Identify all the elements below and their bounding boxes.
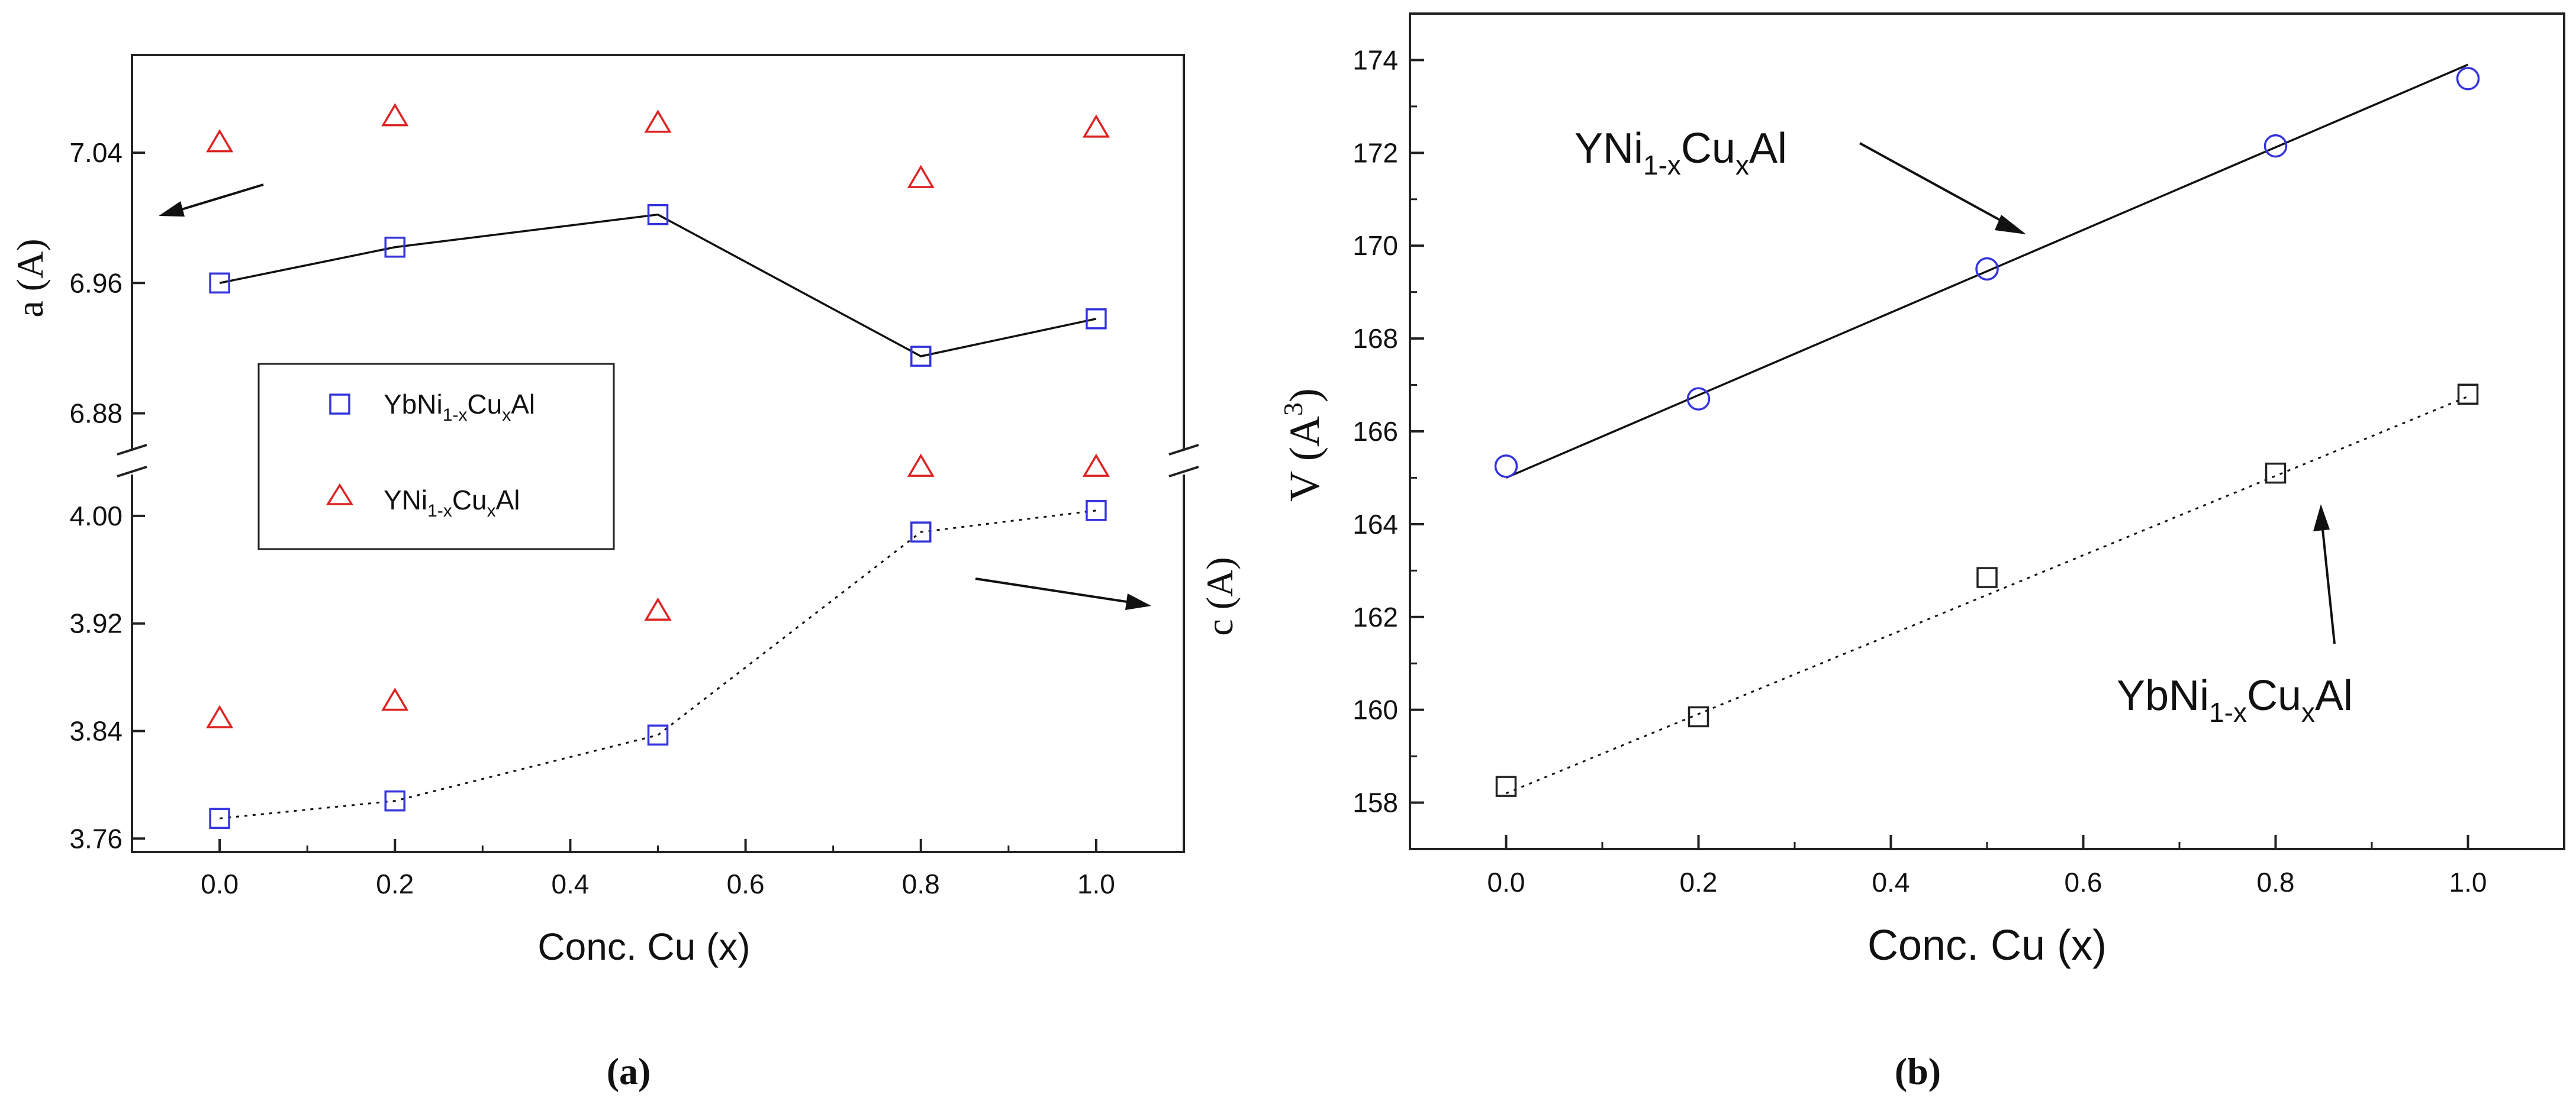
panel-b-y-tick-label: 158: [1353, 788, 1398, 818]
panel-b-y-tick-label: 164: [1353, 509, 1398, 540]
legend-entry-ynicual: YNi1-xCuxAl: [384, 485, 520, 521]
legend-entry-ybnicual: YbNi1-xCuxAl: [384, 389, 535, 425]
panel-a-lower-y-tick-label: 4.00: [69, 501, 123, 531]
panel-a-x-ticks: 0.0 0.2 0.4 0.6 0.8 1.0: [131, 839, 1185, 899]
panel-a-data-point: [1086, 308, 1107, 330]
panel-a: 0.0 0.2 0.4 0.6 0.8 1.0 6.88 6.96 7.04 3.76 3.84…: [9, 54, 1241, 1092]
panel-a-lower-y-ticks: 3.76 3.84 3.92 4.00: [69, 501, 145, 854]
panel-b-series-markers: [1494, 67, 2480, 797]
panel-b-y-tick-label: 162: [1353, 602, 1398, 633]
panel-a-data-point: [1082, 453, 1110, 477]
panel-a-data-point: [907, 164, 935, 188]
panel-a-data-point: [209, 272, 230, 294]
panel-a-x-tick-label: 0.6: [727, 869, 765, 899]
panel-b-x-ticks: 0.0 0.2 0.4 0.6 0.8 1.0: [1409, 835, 2565, 898]
panel-b-arrow-to-ybnicual: [2313, 504, 2336, 644]
panel-b-y-axis-title: V (A3): [1278, 388, 1328, 502]
legend-triangle-icon: [326, 483, 354, 505]
panel-a-legend: YbNi1-xCuxAl YNi1-xCuxAl: [257, 363, 615, 550]
panel-a-data-point: [907, 453, 935, 477]
panel-a-label: (a): [607, 1050, 651, 1092]
panel-a-lower-y-tick-label: 3.92: [69, 608, 123, 639]
panel-a-data-point: [647, 204, 669, 225]
panel-a-x-tick-label: 0.2: [376, 869, 414, 899]
panel-a-data-point: [206, 129, 234, 153]
panel-a-arrow-to-c-axis: [975, 577, 1151, 610]
panel-b-data-point: [1495, 776, 1517, 797]
panel-a-upper-y-tick-label: 6.96: [69, 267, 123, 298]
panel-a-data-point: [644, 109, 672, 133]
legend-square-icon: [329, 393, 350, 415]
panel-b-annotation-ybnicual: YbNi1-xCuxAl: [2117, 672, 2353, 728]
panel-b-y-tick-label: 160: [1353, 695, 1398, 725]
panel-a-upper-y-ticks: 6.88 6.96 7.04: [69, 137, 145, 428]
panel-a-data-point: [644, 597, 672, 621]
panel-b-data-point: [2265, 462, 2287, 484]
panel-b-x-tick-label: 0.6: [2065, 867, 2102, 898]
panel-b-data-point: [2457, 383, 2479, 405]
panel-a-x-tick-label: 1.0: [1077, 869, 1115, 899]
panel-b-y-tick-label: 174: [1353, 44, 1398, 75]
panel-b-annotation-ynicual: YNi1-xCuxAl: [1574, 125, 1787, 180]
panel-b-y-tick-label: 166: [1353, 416, 1398, 447]
panel-a-data-point: [381, 103, 409, 127]
panel-a-series-line: [219, 213, 1097, 357]
panel-a-legend-box: [257, 363, 615, 550]
panel-b-data-point: [1688, 706, 1709, 728]
panel-a-data-point: [209, 808, 230, 829]
panel-a-data-point: [384, 236, 405, 258]
panel-b-data-point: [1686, 387, 1711, 411]
panel-a-x-tick-label: 0.4: [551, 869, 589, 899]
panel-a-x-axis-title: Conc. Cu (x): [537, 925, 750, 968]
panel-a-upper-y-tick-label: 7.04: [69, 137, 123, 168]
panel-b-x-tick-label: 1.0: [2449, 867, 2487, 898]
panel-b-data-point: [2456, 67, 2480, 91]
panel-b-label: (b): [1895, 1050, 1941, 1092]
panel-b-arrow-to-ynicual: [1859, 142, 2026, 234]
panel-a-x-tick-label: 0.0: [201, 869, 239, 899]
panel-b-data-point: [1975, 257, 1999, 281]
panel-a-lower-y-tick-label: 3.76: [69, 823, 123, 854]
panel-b-data-point: [1494, 454, 1518, 478]
panel-b-y-tick-label: 168: [1353, 323, 1398, 354]
panel-b-y-tick-label: 172: [1353, 137, 1398, 168]
panel-a-data-point: [647, 724, 669, 746]
panel-a-upper-y-tick-label: 6.88: [69, 398, 123, 428]
panel-a-x-tick-label: 0.8: [902, 869, 940, 899]
panel-b-y-axis-title-text: V (A3): [1278, 388, 1328, 502]
panel-a-series-lines: [219, 213, 1097, 819]
panel-b-data-point: [2263, 134, 2288, 158]
panel-a-data-point: [910, 346, 932, 367]
panel-a-data-point: [381, 688, 409, 711]
panel-b-x-axis-title: Conc. Cu (x): [1867, 922, 2107, 969]
panel-a-lower-y-tick-label: 3.84: [69, 715, 123, 746]
panel-b-fit-lines: [1505, 63, 2469, 795]
panel-b: 0.0 0.2 0.4 0.6 0.8 1.0 158 160 162 164 166 168 170…: [1278, 12, 2565, 1092]
panel-a-series-line: [219, 509, 1097, 819]
panel-b-x-tick-label: 0.0: [1487, 867, 1525, 898]
panel-b-fit-line: [1505, 395, 2469, 795]
panel-a-data-point: [1086, 500, 1107, 521]
panel-a-series-markers: [206, 103, 1110, 829]
panel-a-axis-break-right-marks: [1168, 444, 1199, 477]
panel-b-x-tick-label: 0.8: [2257, 867, 2295, 898]
panel-a-lower-y-axis-title: c (A): [1199, 557, 1241, 635]
panel-a-data-point: [910, 521, 932, 543]
panel-a-data-point: [1082, 114, 1110, 138]
panel-a-arrow-to-a-axis: [159, 183, 264, 217]
panel-a-data-point: [206, 705, 234, 728]
panel-a-upper-y-axis-title: a (A): [9, 238, 51, 317]
panel-b-x-tick-label: 0.4: [1872, 867, 1910, 898]
panel-b-fit-line: [1505, 63, 2469, 479]
panel-b-y-ticks: 158 160 162 164 166 168 170 172 174: [1353, 12, 1424, 850]
panel-b-data-point: [1976, 567, 1998, 588]
panel-b-x-tick-label: 0.2: [1680, 867, 1718, 898]
panel-b-y-tick-label: 170: [1353, 230, 1398, 261]
panel-a-data-point: [384, 790, 405, 812]
panel-a-axis-break-left-marks: [117, 444, 147, 477]
